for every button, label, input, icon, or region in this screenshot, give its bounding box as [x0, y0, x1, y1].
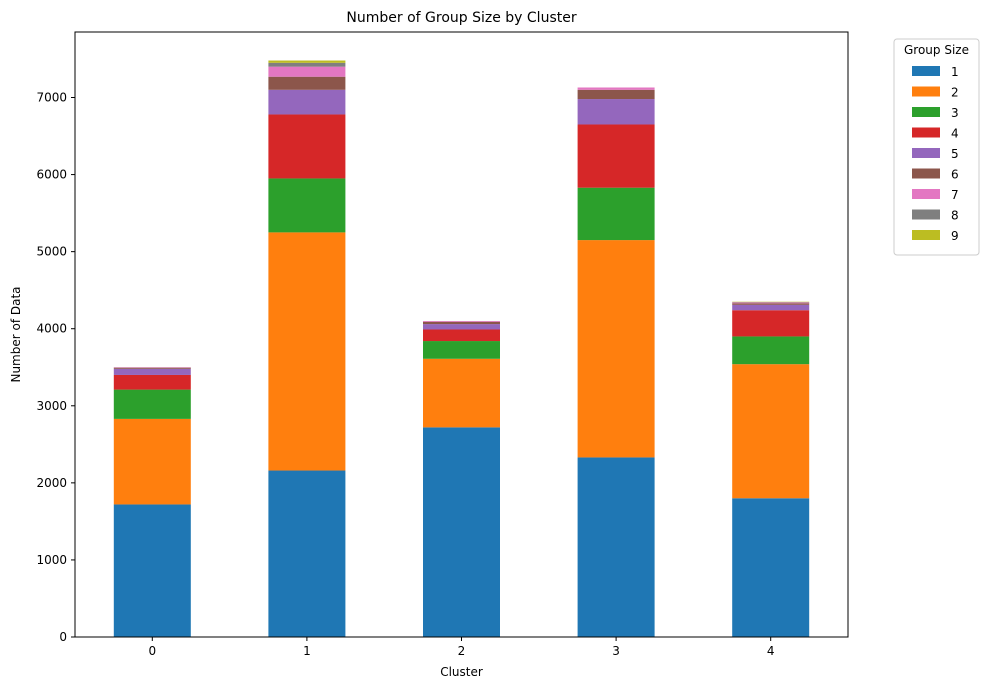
- legend-label-1: 1: [951, 65, 959, 79]
- bar-cluster-4-group-4: [732, 310, 810, 337]
- bar-cluster-1-group-6: [268, 76, 346, 90]
- bar-cluster-0-group-2: [113, 418, 191, 505]
- legend-label-8: 8: [951, 209, 959, 223]
- y-tick-label: 1000: [36, 553, 67, 567]
- legend-swatch-3: [912, 107, 940, 117]
- legend-label-9: 9: [951, 229, 959, 243]
- legend-swatch-5: [912, 148, 940, 158]
- legend-swatch-9: [912, 230, 940, 240]
- bar-cluster-2-group-1: [423, 427, 500, 637]
- bar-cluster-3-group-2: [577, 240, 655, 458]
- legend-title: Group Size: [904, 43, 969, 57]
- y-tick-label: 0: [59, 630, 67, 644]
- y-tick-label: 5000: [36, 245, 67, 259]
- bar-cluster-4-group-7: [732, 302, 810, 304]
- bar-cluster-0-group-1: [113, 504, 191, 637]
- legend-items: 1 2 3 4 5 6 7 8 9: [912, 65, 959, 243]
- bar-cluster-4-group-3: [732, 336, 810, 365]
- bar-cluster-2-group-7: [423, 321, 500, 322]
- legend-label-2: 2: [951, 86, 959, 100]
- x-tick-label: 3: [612, 644, 620, 658]
- bar-cluster-0-group-5: [113, 368, 191, 375]
- bar-cluster-0-group-3: [113, 389, 191, 419]
- bar-cluster-3-group-1: [577, 457, 655, 637]
- bar-cluster-4-group-6: [732, 303, 810, 305]
- bar-cluster-1-group-3: [268, 178, 346, 233]
- bar-cluster-1-group-7: [268, 66, 346, 77]
- legend-swatch-1: [912, 66, 940, 76]
- legend-swatch-2: [912, 86, 940, 97]
- bar-cluster-4-group-5: [732, 304, 810, 311]
- x-tick-label: 0: [148, 644, 156, 658]
- legend-label-4: 4: [951, 127, 959, 141]
- legend-label-5: 5: [951, 147, 959, 161]
- legend-label-6: 6: [951, 168, 959, 182]
- bar-cluster-2-group-6: [423, 321, 500, 325]
- y-tick-label: 4000: [36, 322, 67, 336]
- y-tick-label: 6000: [36, 168, 67, 182]
- bar-cluster-2-group-2: [423, 358, 500, 428]
- bar-cluster-2-group-5: [423, 324, 500, 330]
- bar-cluster-2-group-3: [423, 341, 500, 359]
- bar-cluster-3-group-5: [577, 99, 655, 125]
- x-axis: 0 1 2 3 4: [148, 637, 775, 658]
- bar-cluster-3-group-7: [577, 87, 655, 90]
- bar-cluster-1-group-1: [268, 470, 346, 637]
- bar-cluster-4-group-2: [732, 364, 810, 499]
- y-tick-label: 7000: [36, 91, 67, 105]
- bar-cluster-0-group-6: [113, 367, 191, 369]
- bar-cluster-1-group-2: [268, 232, 346, 471]
- y-axis: 0 1000 2000 3000 4000 5000 6000 7000: [36, 91, 75, 644]
- bar-cluster-3-group-3: [577, 187, 655, 241]
- bar-cluster-3-group-4: [577, 124, 655, 188]
- bar-cluster-3-group-6: [577, 89, 655, 100]
- legend-label-7: 7: [951, 188, 959, 202]
- bar-cluster-1-group-4: [268, 114, 346, 179]
- bar-cluster-1-group-8: [268, 62, 346, 67]
- x-axis-label: Cluster: [440, 665, 483, 679]
- x-tick-label: 2: [458, 644, 466, 658]
- x-tick-label: 1: [303, 644, 311, 658]
- bar-cluster-0-group-4: [113, 374, 191, 390]
- y-axis-label: Number of Data: [9, 286, 23, 382]
- bars: [113, 60, 810, 637]
- legend: Group Size 1 2 3 4 5 6 7 8 9: [893, 38, 980, 256]
- legend-swatch-6: [912, 168, 940, 179]
- bar-cluster-1-group-9: [268, 60, 346, 63]
- legend-swatch-4: [912, 127, 940, 138]
- legend-swatch-8: [912, 209, 940, 220]
- bar-cluster-2-group-4: [423, 329, 500, 342]
- legend-swatch-7: [912, 189, 940, 199]
- y-tick-label: 3000: [36, 399, 67, 413]
- legend-label-3: 3: [951, 106, 959, 120]
- bar-cluster-4-group-1: [732, 498, 810, 637]
- bar-cluster-1-group-5: [268, 89, 346, 115]
- x-tick-label: 4: [767, 644, 775, 658]
- y-tick-label: 2000: [36, 476, 67, 490]
- chart-title: Number of Group Size by Cluster: [346, 10, 576, 26]
